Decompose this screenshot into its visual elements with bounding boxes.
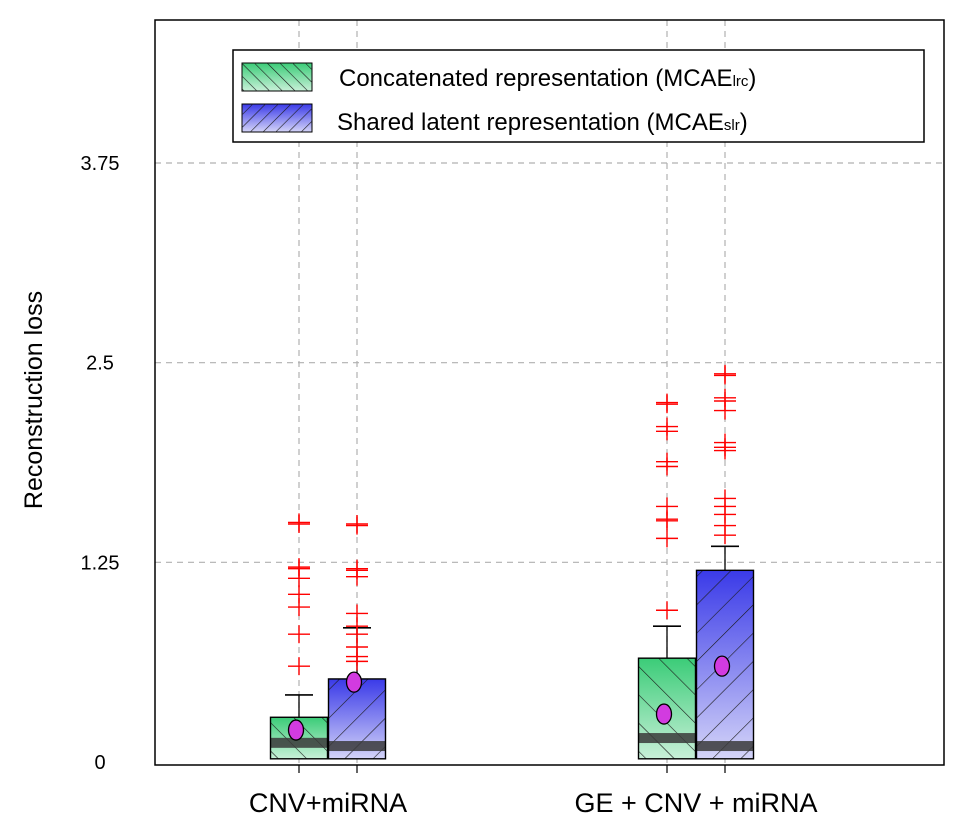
legend-label-concatenated-main: Concatenated representation (MCAE bbox=[339, 65, 733, 92]
x-tick-label: GE + CNV + miRNA bbox=[574, 788, 817, 818]
legend-frame bbox=[232, 49, 925, 143]
y-tick-label: 3.75 bbox=[81, 153, 120, 175]
outlier-marker bbox=[714, 366, 736, 385]
outlier-marker bbox=[656, 601, 678, 620]
y-axis-label: Reconstruction loss bbox=[20, 291, 48, 509]
box-outline bbox=[695, 569, 755, 760]
y-tick-label: 2.5 bbox=[86, 353, 114, 375]
legend-label-shared-suffix: ) bbox=[740, 109, 748, 136]
outlier-marker bbox=[346, 516, 368, 535]
box-shared-1 bbox=[327, 514, 387, 760]
box-shared-2 bbox=[695, 364, 755, 760]
boxes bbox=[269, 364, 755, 760]
legend-label-shared-sub: slr bbox=[724, 117, 740, 134]
mean-marker bbox=[655, 703, 673, 725]
median-band bbox=[328, 741, 386, 752]
outlier-marker bbox=[656, 511, 678, 530]
legend-swatch-concatenated-hatch bbox=[242, 63, 312, 91]
legend-label-shared-main: Shared latent representation (MCAE bbox=[337, 109, 724, 136]
y-tick-label: 1.25 bbox=[81, 552, 120, 574]
box-outline bbox=[637, 657, 697, 760]
outlier-marker bbox=[656, 457, 678, 476]
outlier-marker bbox=[656, 529, 678, 548]
legend-label-concatenated: Concatenated representation (MCAElrc) bbox=[339, 65, 756, 92]
x-tick-label: CNV+miRNA bbox=[249, 788, 407, 818]
outlier-marker bbox=[346, 567, 368, 586]
y-tick-label: 0 bbox=[94, 752, 105, 774]
box-concatenated-2 bbox=[637, 393, 697, 760]
outlier-marker bbox=[714, 441, 736, 460]
box-outline bbox=[269, 716, 329, 760]
legend-label-concatenated-suffix: ) bbox=[748, 65, 756, 92]
mean-marker bbox=[345, 671, 363, 693]
plot-frame bbox=[154, 19, 945, 766]
mean-marker bbox=[287, 719, 305, 741]
outlier-marker bbox=[714, 401, 736, 420]
legend: Concatenated representation (MCAElrc) Sh… bbox=[232, 49, 925, 143]
outlier-marker bbox=[714, 526, 736, 545]
legend-entry-concatenated: Concatenated representation (MCAElrc) bbox=[241, 62, 756, 92]
y-axis-ticks: 0 1.25 2.5 3.75 bbox=[81, 153, 120, 774]
median-band bbox=[696, 741, 754, 752]
outlier-marker bbox=[288, 569, 310, 588]
median-band bbox=[638, 733, 696, 744]
outlier-marker bbox=[656, 395, 678, 414]
median-band bbox=[270, 737, 328, 748]
outlier-marker bbox=[656, 422, 678, 441]
legend-label-shared: Shared latent representation (MCAEslr) bbox=[337, 109, 748, 136]
outlier-marker bbox=[288, 514, 310, 533]
box-concatenated-1 bbox=[269, 513, 329, 760]
outlier-marker bbox=[288, 598, 310, 617]
legend-label-concatenated-sub: lrc bbox=[733, 73, 749, 90]
outlier-marker bbox=[288, 625, 310, 644]
legend-swatch-shared-hatch bbox=[242, 104, 312, 132]
outlier-marker bbox=[346, 652, 368, 671]
legend-entry-shared: Shared latent representation (MCAEslr) bbox=[241, 103, 748, 136]
mean-marker bbox=[713, 655, 731, 677]
x-axis-ticks: CNV+miRNA GE + CNV + miRNA bbox=[249, 765, 818, 818]
outlier-marker bbox=[288, 657, 310, 676]
